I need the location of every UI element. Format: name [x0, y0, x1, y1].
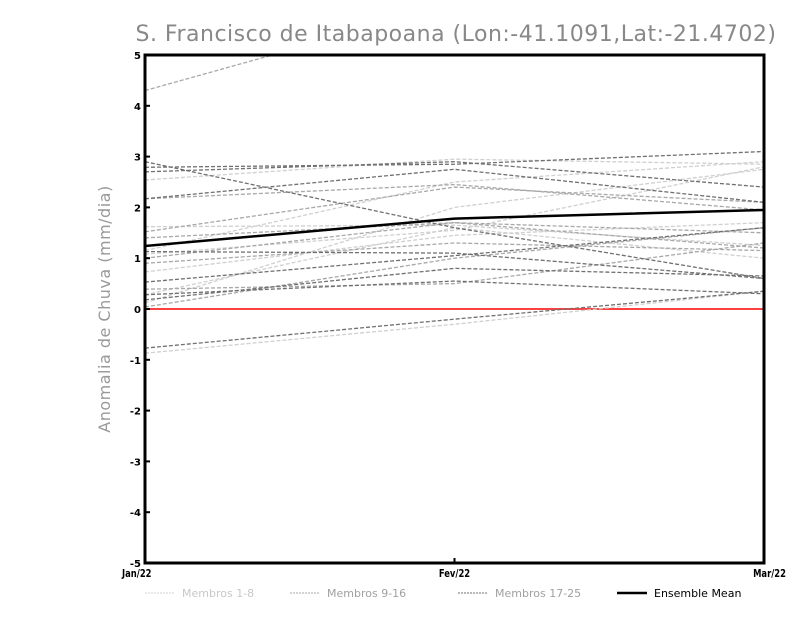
member-line-16: [145, 221, 764, 239]
member-line-11: [145, 221, 764, 259]
y-tick-label: 2: [134, 203, 141, 214]
member-line-17: [145, 161, 764, 280]
member-line-5: [145, 168, 764, 304]
chart-title: S. Francisco de Itabapoana (Lon:-41.1091…: [135, 22, 776, 47]
y-tick-label: -4: [130, 508, 141, 519]
member-line-6: [145, 290, 764, 354]
member-line-1: [145, 158, 764, 181]
member-line-12: [145, 227, 764, 308]
y-tick-label: 3: [134, 153, 141, 164]
member-line-4: [145, 221, 764, 273]
legend-label-2: Membros 9-16: [327, 587, 406, 600]
y-tick-label: -3: [130, 457, 141, 468]
member-line-24: [145, 290, 764, 349]
x-tick-label: Mar/22: [753, 568, 786, 580]
legend-label-1: Membros 1-8: [182, 587, 254, 600]
member-line-10: [145, 186, 764, 233]
member-line-25: [145, 250, 764, 280]
x-tick-label: Fev/22: [439, 568, 470, 580]
member-line-20: [145, 168, 764, 203]
legend-label-4: Ensemble Mean: [654, 587, 741, 600]
y-tick-label: 0: [134, 305, 141, 316]
member-line-2: [145, 224, 764, 247]
member-line-22: [145, 267, 764, 301]
x-tick-label: Jan/22: [121, 568, 151, 580]
y-tick-label: 1: [134, 254, 141, 265]
member-line-9: [145, 55, 275, 92]
ensemble-mean-line: [145, 208, 764, 248]
y-tick-label: -1: [130, 356, 141, 367]
y-tick-label: 4: [134, 102, 141, 113]
member-line-14: [145, 183, 764, 211]
member-line-21: [145, 227, 764, 283]
member-line-7: [145, 161, 764, 252]
legend-label-3: Membros 17-25: [495, 587, 581, 600]
y-tick-label: 5: [134, 51, 141, 62]
member-line-15: [145, 242, 764, 264]
y-axis-label: Anomalia de Chuva (mm/dia): [95, 185, 114, 432]
member-line-19: [145, 161, 764, 188]
y-tick-label: -5: [130, 559, 141, 570]
y-tick-label: -2: [130, 407, 141, 418]
member-line-23: [145, 280, 764, 296]
member-line-13: [145, 242, 764, 290]
member-line-18: [145, 150, 764, 168]
